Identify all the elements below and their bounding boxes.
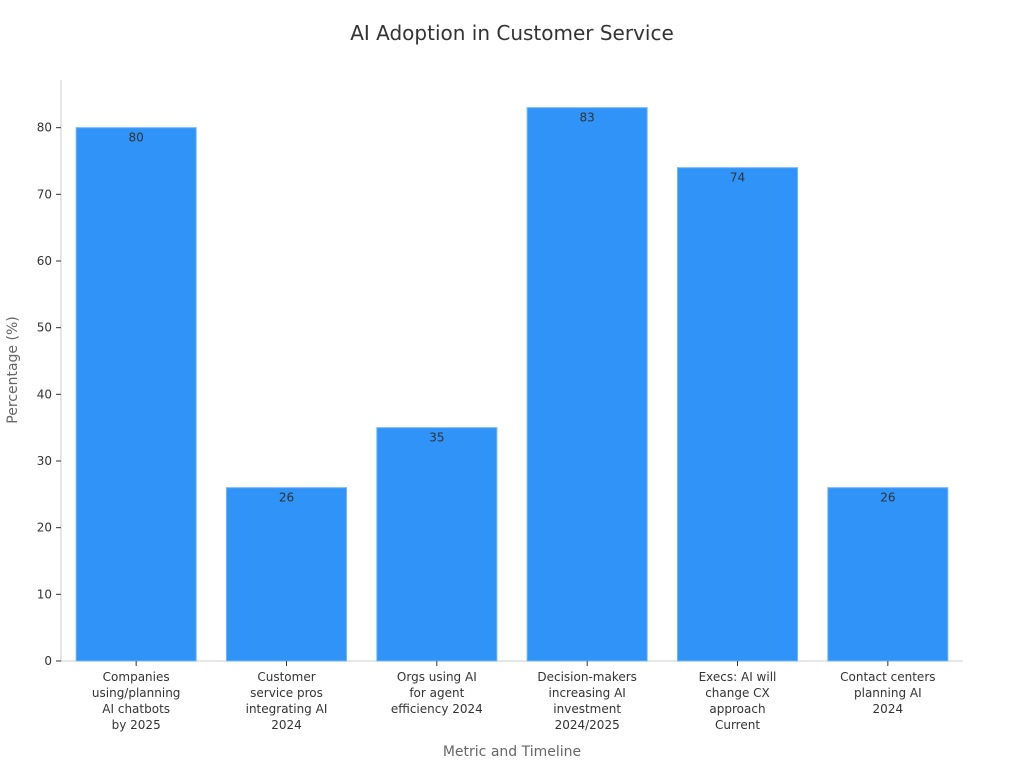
y-tick-label: 0 <box>44 654 52 668</box>
bar <box>827 487 949 662</box>
bar-data-label: 83 <box>580 111 595 125</box>
y-tick-label: 10 <box>37 587 52 601</box>
bar-data-label: 80 <box>129 131 144 145</box>
x-tick-label: Execs: AI will change CX approach Current <box>699 670 777 732</box>
y-tick-label: 20 <box>37 521 52 535</box>
bar-data-label: 26 <box>279 491 294 505</box>
y-tick-label: 60 <box>37 254 52 268</box>
y-tick-label: 40 <box>37 387 52 401</box>
bar <box>677 167 798 662</box>
x-tick-label: Contact centers planning AI 2024 <box>840 670 935 716</box>
x-tick-label: Orgs using AI for agent efficiency 2024 <box>391 670 483 716</box>
y-tick-label: 30 <box>37 454 52 468</box>
bar <box>226 487 347 662</box>
bar <box>376 427 498 662</box>
bar-data-label: 35 <box>429 431 444 445</box>
y-axis-title: Percentage (%) <box>5 316 21 423</box>
bar-data-label: 26 <box>880 491 895 505</box>
x-axis-title: Metric and Timeline <box>443 744 581 760</box>
bar <box>526 107 648 662</box>
y-tick-label: 80 <box>37 121 52 135</box>
y-tick-label: 70 <box>37 187 52 201</box>
plot-area: 0 10 20 30 40 50 60 70 80 80 Companies using/planni… <box>37 80 963 732</box>
chart-title: AI Adoption in Customer Service <box>350 21 674 45</box>
y-tick-label: 50 <box>37 321 52 335</box>
x-tick-label: Customer service pros integrating AI 2024 <box>246 670 328 732</box>
bar-data-label: 74 <box>730 171 745 185</box>
x-tick-label: Decision-makers increasing AI investment 20… <box>537 670 637 732</box>
x-tick-label: Companies using/planning AI chatbots by 202… <box>92 670 181 732</box>
bar <box>75 127 197 662</box>
